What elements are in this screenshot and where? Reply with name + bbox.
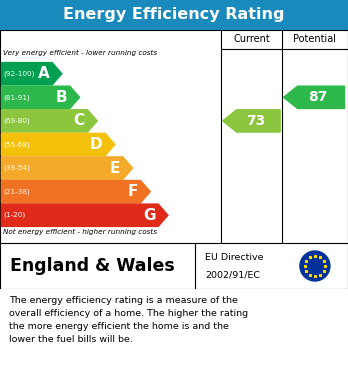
Polygon shape [1, 63, 62, 85]
Text: (1-20): (1-20) [3, 212, 26, 219]
Text: (69-80): (69-80) [3, 118, 30, 124]
Text: (81-91): (81-91) [3, 94, 30, 100]
Text: The energy efficiency rating is a measure of the
overall efficiency of a home. T: The energy efficiency rating is a measur… [9, 296, 248, 344]
Text: Potential: Potential [293, 34, 337, 44]
Text: (39-54): (39-54) [3, 165, 30, 171]
Polygon shape [1, 133, 115, 156]
Text: 73: 73 [246, 114, 265, 128]
Polygon shape [1, 181, 150, 203]
Text: F: F [127, 184, 138, 199]
Text: Very energy efficient - lower running costs: Very energy efficient - lower running co… [3, 50, 157, 56]
Text: (92-100): (92-100) [3, 70, 35, 77]
Polygon shape [1, 110, 97, 132]
Text: E: E [110, 161, 120, 176]
Text: Current: Current [233, 34, 270, 44]
Polygon shape [223, 110, 280, 132]
Polygon shape [1, 157, 133, 179]
Polygon shape [284, 86, 345, 108]
Text: England & Wales: England & Wales [10, 257, 175, 275]
Polygon shape [1, 204, 168, 226]
Text: (55-68): (55-68) [3, 141, 30, 148]
Text: A: A [38, 66, 49, 81]
Text: (21-38): (21-38) [3, 188, 30, 195]
Ellipse shape [300, 251, 330, 281]
Text: 87: 87 [309, 90, 328, 104]
Polygon shape [1, 86, 80, 108]
Text: G: G [143, 208, 156, 223]
Text: EU Directive: EU Directive [205, 253, 264, 262]
Text: Energy Efficiency Rating: Energy Efficiency Rating [63, 7, 285, 23]
Text: D: D [90, 137, 102, 152]
Text: B: B [55, 90, 67, 105]
Text: C: C [73, 113, 85, 128]
Text: 2002/91/EC: 2002/91/EC [205, 271, 260, 280]
Text: Not energy efficient - higher running costs: Not energy efficient - higher running co… [3, 228, 157, 235]
